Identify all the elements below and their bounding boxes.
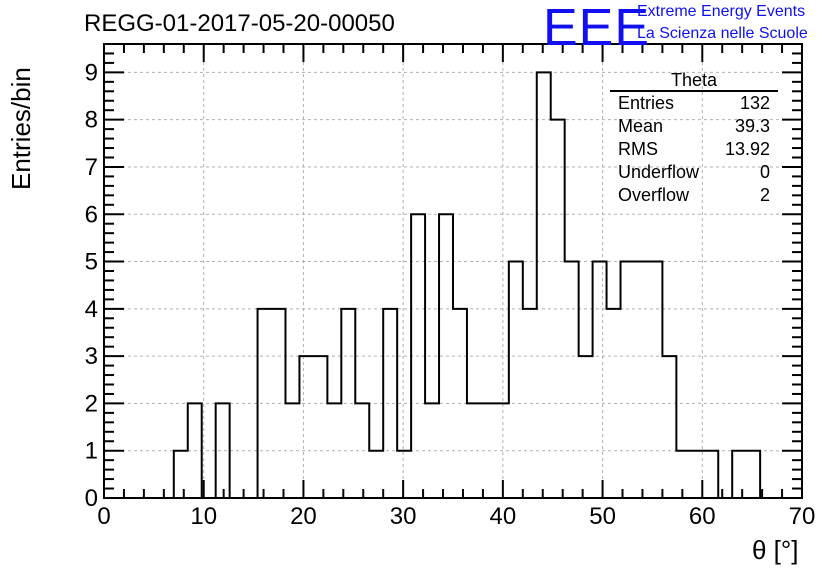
x-tick-label: 50 <box>589 503 616 530</box>
y-tick-label: 7 <box>85 154 98 181</box>
histogram-line <box>104 71 802 499</box>
stats-title: Theta <box>610 68 778 92</box>
stats-value: 39.3 <box>734 116 770 136</box>
x-tick-label: 20 <box>290 503 317 530</box>
stats-value: 13.92 <box>724 139 770 159</box>
stats-row-mean: Mean 39.3 <box>610 115 778 138</box>
x-axis-label: θ [°] <box>752 535 799 565</box>
y-tick-label: 0 <box>85 485 98 512</box>
logo-line-2: La Scienza nelle Scuole <box>637 25 808 42</box>
y-tick-label: 2 <box>85 390 98 417</box>
x-tick-label: 0 <box>97 503 110 530</box>
y-tick-label: 5 <box>85 249 98 276</box>
y-tick-label: 9 <box>85 59 98 86</box>
y-tick-label: 1 <box>85 438 98 465</box>
y-tick-label: 4 <box>85 296 98 323</box>
stats-label: Mean <box>618 116 664 136</box>
stats-label: Underflow <box>618 162 700 182</box>
logo-line-1: Extreme Energy Events <box>637 3 806 20</box>
stats-value: 0 <box>759 162 770 182</box>
stats-row-underflow: Underflow 0 <box>610 161 778 184</box>
x-tick-label: 10 <box>190 503 217 530</box>
stats-value: 132 <box>739 93 770 113</box>
stats-row-rms: RMS 13.92 <box>610 138 778 161</box>
x-tick-label: 30 <box>390 503 417 530</box>
y-tick-label: 6 <box>85 201 98 228</box>
eee-logo: EEE <box>543 0 651 57</box>
stats-value: 2 <box>759 185 770 205</box>
y-axis-label: Entries/bin <box>6 67 36 190</box>
stats-label: Entries <box>618 93 675 113</box>
x-tick-label: 70 <box>789 503 816 530</box>
run-title: REGG-01-2017-05-20-00050 <box>84 10 395 37</box>
stats-row-overflow: Overflow 2 <box>610 184 778 207</box>
stats-label: Overflow <box>618 185 690 205</box>
y-tick-label: 8 <box>85 107 98 134</box>
stats-box: Theta Entries 132 Mean 39.3 RMS 13.92 Un… <box>610 68 778 207</box>
x-tick-label: 40 <box>490 503 517 530</box>
stats-label: RMS <box>618 139 658 159</box>
stats-row-entries: Entries 132 <box>610 92 778 115</box>
y-tick-label: 3 <box>85 343 98 370</box>
x-tick-label: 60 <box>689 503 716 530</box>
tick-layer <box>103 44 803 499</box>
